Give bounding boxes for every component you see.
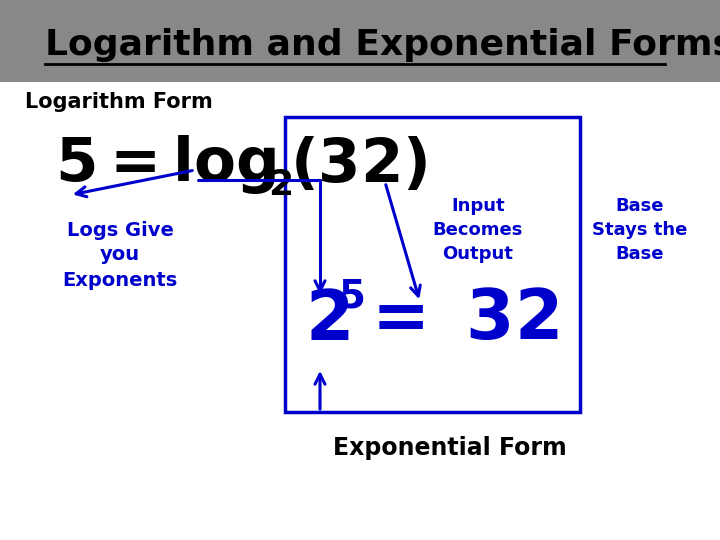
Bar — [285, 117, 580, 412]
Text: Logarithm Form: Logarithm Form — [25, 92, 212, 112]
Text: $\mathbf{2}$: $\mathbf{2}$ — [268, 168, 292, 202]
Text: $\mathbf{= \ 32}$: $\mathbf{= \ 32}$ — [358, 287, 559, 354]
Text: Exponential Form: Exponential Form — [333, 436, 567, 460]
Text: $\mathbf{5 = log}$: $\mathbf{5 = log}$ — [55, 133, 276, 197]
Text: Logarithm and Exponential Forms: Logarithm and Exponential Forms — [45, 28, 720, 62]
Text: Input
Becomes
Output: Input Becomes Output — [433, 198, 523, 262]
Text: $\mathbf{2}$: $\mathbf{2}$ — [305, 287, 349, 354]
Text: Logs Give
you
Exponents: Logs Give you Exponents — [63, 220, 178, 289]
Text: Base
Stays the
Base: Base Stays the Base — [593, 198, 688, 262]
Text: $\mathbf{(32)}$: $\mathbf{(32)}$ — [290, 136, 428, 194]
Bar — [0, 0, 720, 82]
Text: $\mathbf{5}$: $\mathbf{5}$ — [338, 278, 364, 316]
